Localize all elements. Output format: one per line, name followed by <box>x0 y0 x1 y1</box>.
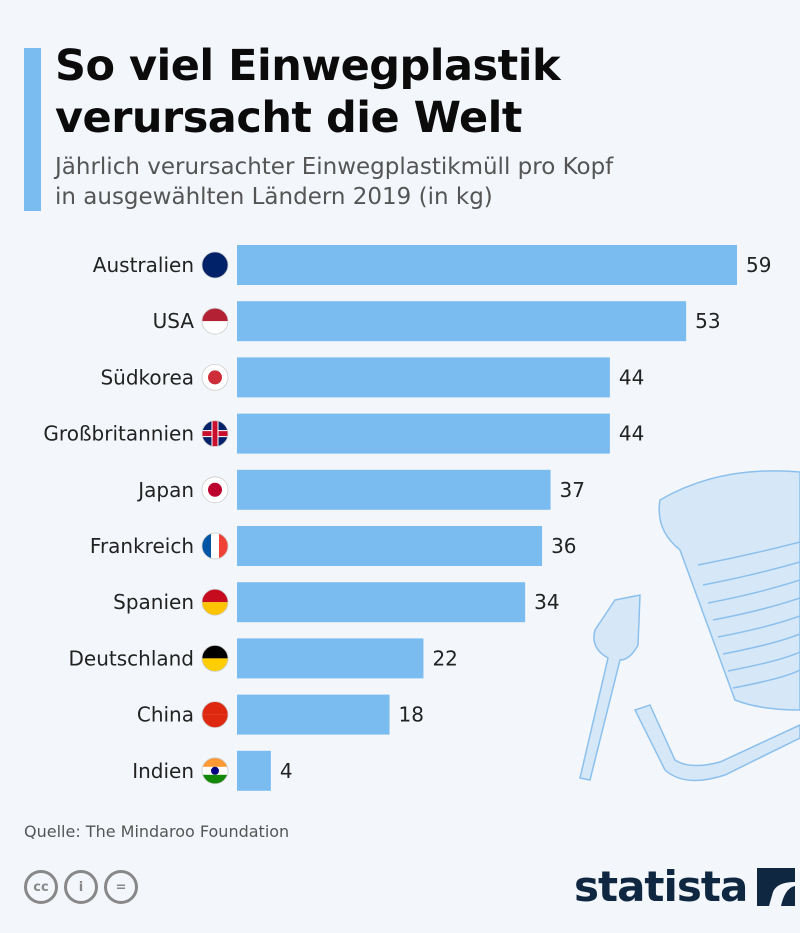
flag-es-icon <box>202 589 228 616</box>
bar <box>237 357 610 398</box>
subtitle-line-2: in ausgewählten Ländern 2019 (in kg) <box>55 184 493 210</box>
plastic-illustration-icon <box>579 470 800 782</box>
statista-logo: statista <box>574 862 796 911</box>
value-label: 4 <box>280 759 293 783</box>
license-icons: cc i = <box>24 870 138 904</box>
bar <box>237 245 737 285</box>
bar <box>237 413 610 454</box>
nd-icon: = <box>104 870 138 904</box>
category-label: China <box>137 703 194 727</box>
title-line-2: verursacht die Welt <box>55 93 522 143</box>
value-label: 59 <box>746 253 771 277</box>
logo-text: statista <box>574 862 748 911</box>
flag-border <box>201 644 229 672</box>
flag-border <box>201 476 229 504</box>
flag-fr-icon <box>202 533 228 559</box>
flag-gb-icon <box>202 420 228 447</box>
bar <box>237 301 687 342</box>
flag-cn-icon <box>202 701 228 728</box>
flag-border <box>201 757 229 785</box>
value-label: 34 <box>534 590 559 614</box>
flag-au-icon <box>202 252 228 278</box>
category-label: Australien <box>93 253 194 277</box>
value-label: 44 <box>619 365 644 389</box>
value-label: 18 <box>399 703 424 727</box>
statista-logo-icon <box>757 867 796 906</box>
flag-de-icon <box>202 645 228 672</box>
value-label: 53 <box>695 309 720 333</box>
bar <box>237 750 271 791</box>
category-label: Südkorea <box>100 365 194 389</box>
bar <box>237 469 551 510</box>
value-label: 44 <box>619 422 644 446</box>
bar-chart: Australien 59 USA 53 Südkorea 44 Großbritannie… <box>43 245 771 791</box>
title-line-1: So viel Einwegplastik <box>55 41 561 91</box>
bar <box>237 694 390 735</box>
category-label: Indien <box>132 759 194 783</box>
value-label: 37 <box>560 478 585 502</box>
flag-border <box>201 701 229 729</box>
category-label: Spanien <box>113 590 194 614</box>
bar <box>237 526 543 566</box>
cc-icon: cc <box>24 870 58 904</box>
category-label: Großbritannien <box>43 422 194 446</box>
category-label: Deutschland <box>69 646 195 670</box>
flag-us-icon <box>202 308 228 335</box>
flag-border <box>201 363 229 391</box>
flag-border <box>201 251 229 279</box>
flag-jp-icon <box>202 476 228 503</box>
by-icon: i <box>64 870 98 904</box>
source-note: Quelle: The Mindaroo Foundation <box>24 822 290 841</box>
title-accent-bar <box>24 48 41 211</box>
bar <box>237 638 424 679</box>
chart-title: So viel Einwegplastik verursacht die Wel… <box>55 40 755 144</box>
value-label: 22 <box>432 646 457 670</box>
bar <box>237 582 526 623</box>
category-label: USA <box>153 309 195 333</box>
flag-in-icon <box>202 757 228 784</box>
flag-kr-icon <box>202 364 228 391</box>
flag-border <box>201 532 229 560</box>
value-label: 36 <box>551 534 576 558</box>
flag-border <box>201 420 229 448</box>
flag-border <box>201 307 229 335</box>
subtitle-line-1: Jährlich verursachter Einwegplastikmüll … <box>55 154 614 180</box>
flag-border <box>201 588 229 616</box>
chart-subtitle: Jährlich verursachter Einwegplastikmüll … <box>55 152 755 212</box>
category-label: Japan <box>136 478 194 502</box>
category-label: Frankreich <box>90 534 194 558</box>
